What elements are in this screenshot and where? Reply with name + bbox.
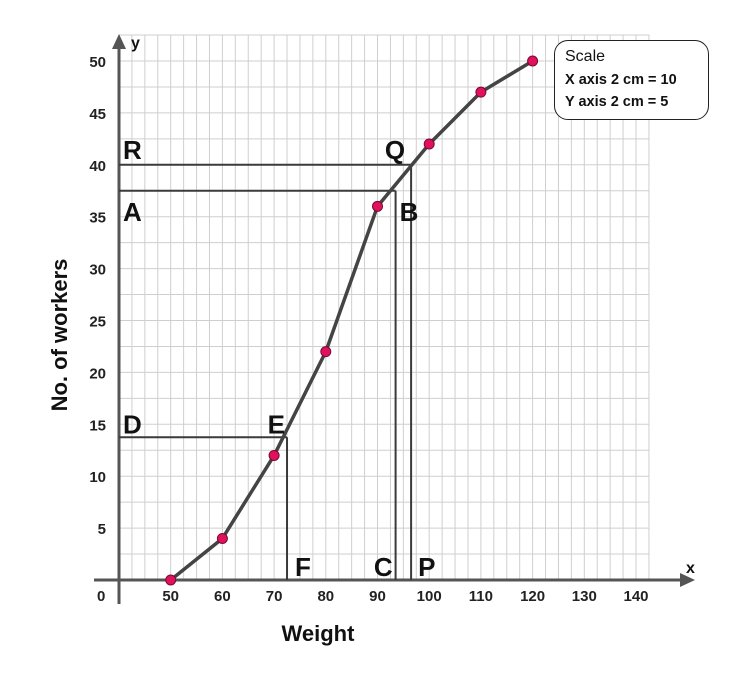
grid — [119, 34, 650, 580]
y-axis-letter: y — [131, 35, 140, 52]
point-label-d: D — [123, 409, 142, 439]
origin-label: 0 — [97, 588, 105, 605]
point-label-r: R — [123, 135, 142, 165]
ogive-curve — [169, 59, 534, 582]
x-tick-label: 90 — [369, 588, 386, 605]
point-label-b: B — [400, 197, 419, 227]
scale-y-line: Y axis 2 cm = 5 — [565, 94, 669, 110]
x-tick-label: 120 — [520, 588, 545, 605]
y-tick-label: 50 — [89, 54, 106, 71]
scale-title: Scale — [565, 48, 606, 65]
y-tick-label: 5 — [98, 521, 106, 538]
x-tick-label: 100 — [417, 588, 442, 605]
point-label-q: Q — [385, 135, 405, 165]
x-tick-label: 60 — [214, 588, 231, 605]
tick-labels: 50 60 70 80 90 100 110 120 130 140 5 10 15 20 25 30 35 40… — [89, 54, 648, 605]
data-point — [320, 346, 332, 358]
y-tick-label: 25 — [89, 314, 106, 331]
point-label-p: P — [418, 552, 435, 582]
axes — [94, 34, 695, 604]
point-label-a: A — [123, 197, 142, 227]
x-tick-label: 140 — [623, 588, 648, 605]
y-tick-label: 35 — [89, 210, 106, 227]
y-tick-label: 15 — [89, 417, 106, 434]
data-point — [475, 86, 487, 98]
x-tick-label: 110 — [469, 588, 493, 605]
x-axis-title: Weight — [282, 621, 356, 646]
y-tick-label: 40 — [89, 158, 106, 175]
point-label-f: F — [295, 552, 311, 582]
x-axis-letter: x — [686, 560, 695, 577]
data-point — [165, 574, 177, 586]
y-axis-arrow — [112, 34, 126, 49]
data-point — [372, 200, 383, 212]
x-tick-label: 70 — [266, 588, 283, 605]
data-point — [527, 55, 539, 67]
y-tick-label: 10 — [89, 469, 106, 486]
y-tick-label: 30 — [89, 262, 106, 279]
data-point — [268, 449, 280, 461]
y-tick-label: 45 — [89, 106, 106, 123]
guide-lines — [119, 163, 413, 580]
x-axis-arrow — [680, 573, 695, 587]
x-tick-label: 50 — [162, 588, 179, 605]
ogive-line — [169, 59, 534, 582]
data-point — [216, 532, 228, 544]
scale-box: Scale X axis 2 cm = 10 Y axis 2 cm = 5 — [554, 40, 709, 120]
data-points — [165, 55, 539, 586]
point-labels: R Q A B D E F C P — [123, 135, 435, 582]
y-axis-title: No. of workers — [47, 259, 72, 412]
x-tick-label: 80 — [317, 588, 334, 605]
scale-x-line: X axis 2 cm = 10 — [565, 72, 677, 88]
data-point — [423, 138, 435, 150]
point-label-c: C — [374, 552, 393, 582]
y-tick-label: 20 — [89, 365, 106, 382]
x-tick-label: 130 — [572, 588, 597, 605]
point-label-e: E — [268, 409, 285, 439]
